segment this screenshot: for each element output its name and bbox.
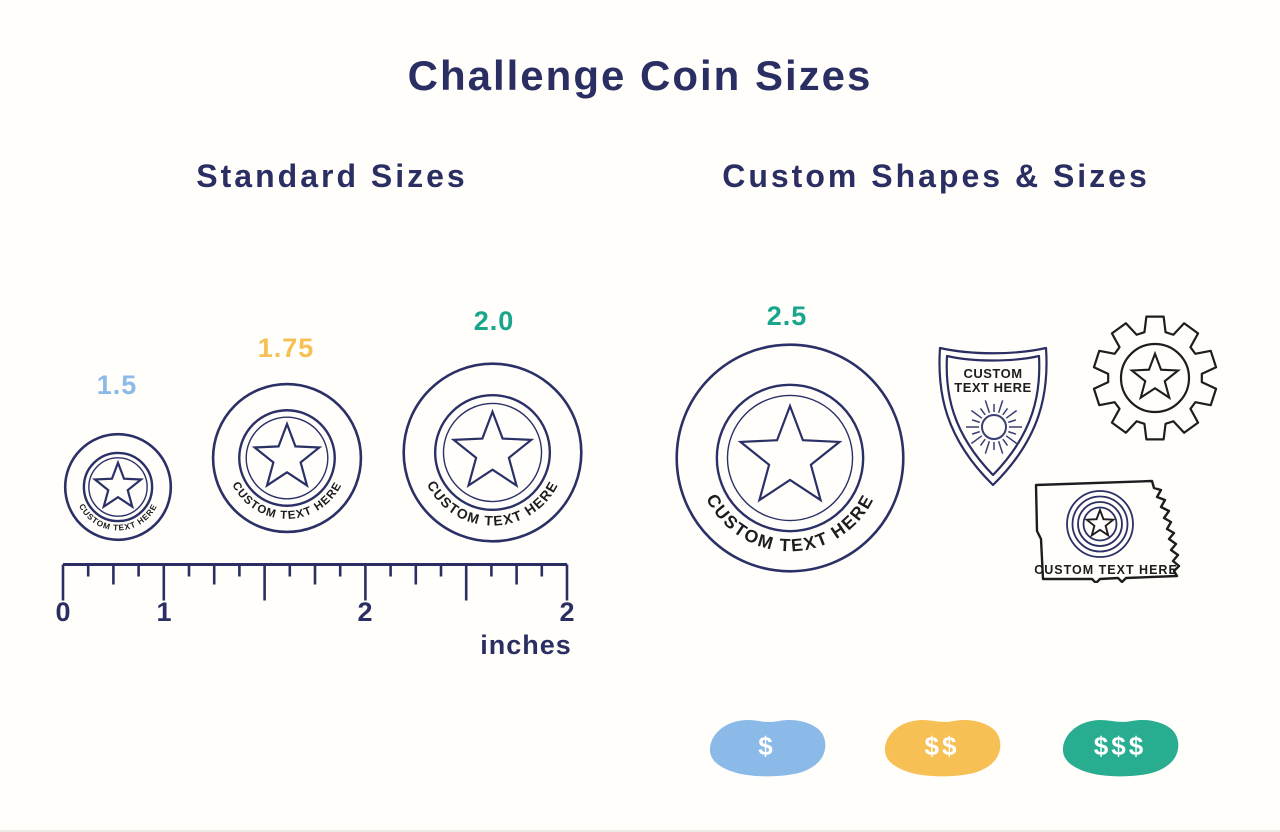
size-label-2-0: 2.0 (473, 306, 515, 336)
price-badge-label: $$ (924, 730, 960, 761)
ruler-ticks (61, 564, 569, 601)
star-icon (1131, 353, 1179, 399)
ruler-unit-label: inches (480, 630, 572, 660)
coin-icon-1-75: CUSTOM TEXT HERE (210, 381, 364, 535)
coin-icon-1-5: CUSTOM TEXT HERE (63, 432, 173, 542)
shield-coin-icon: CUSTOM TEXT HERE (938, 346, 1048, 487)
size-label-1-75: 1.75 (257, 333, 315, 363)
shield-text-line-2: TEXT HERE (954, 380, 1031, 395)
heading-custom-shapes: Custom Shapes & Sizes (722, 158, 1150, 194)
shield-text-line-1: CUSTOM (963, 366, 1022, 381)
heading-standard-sizes: Standard Sizes (196, 158, 468, 194)
page-title: Challenge Coin Sizes (407, 52, 873, 99)
page-bottom-edge (0, 830, 1280, 832)
price-badge-mid: $$ (877, 712, 1007, 780)
price-badge-label: $ (758, 730, 776, 761)
star-icon (1086, 509, 1114, 536)
ruler-tick-label-0: 0 (55, 597, 71, 627)
ruler-tick-label-3: 2 (559, 597, 575, 627)
size-label-2-5: 2.5 (766, 301, 808, 331)
gear-coin-icon (1092, 315, 1218, 441)
price-badge-low: $ (702, 712, 832, 780)
star-icon (739, 404, 841, 502)
star-icon (94, 462, 142, 508)
svg-text:CUSTOM TEXT HERE: CUSTOM TEXT HERE (702, 490, 877, 555)
price-badge-high: $$$ (1055, 712, 1185, 780)
star-icon (452, 410, 533, 487)
price-badge-label: $$$ (1093, 730, 1147, 761)
size-label-1-5: 1.5 (96, 370, 138, 400)
state-engraving: CUSTOM TEXT HERE (1034, 563, 1178, 577)
coin-icon-2-0: CUSTOM TEXT HERE (400, 360, 585, 545)
ruler (61, 563, 569, 601)
coin-engraving-2-5: CUSTOM TEXT HERE (702, 490, 876, 555)
ruler-tick-label-2: 2 (357, 597, 373, 627)
coin-engraving-1-75: CUSTOM TEXT HERE (229, 480, 343, 522)
coin-icon-2-5: CUSTOM TEXT HERE (672, 340, 908, 576)
svg-text:CUSTOM TEXT HERE: CUSTOM TEXT HERE (229, 480, 344, 522)
north-dakota-coin-icon: CUSTOM TEXT HERE (1034, 479, 1181, 583)
sunburst-icon (966, 400, 1022, 454)
ruler-tick-label-1: 1 (156, 597, 172, 627)
star-icon (253, 423, 321, 487)
